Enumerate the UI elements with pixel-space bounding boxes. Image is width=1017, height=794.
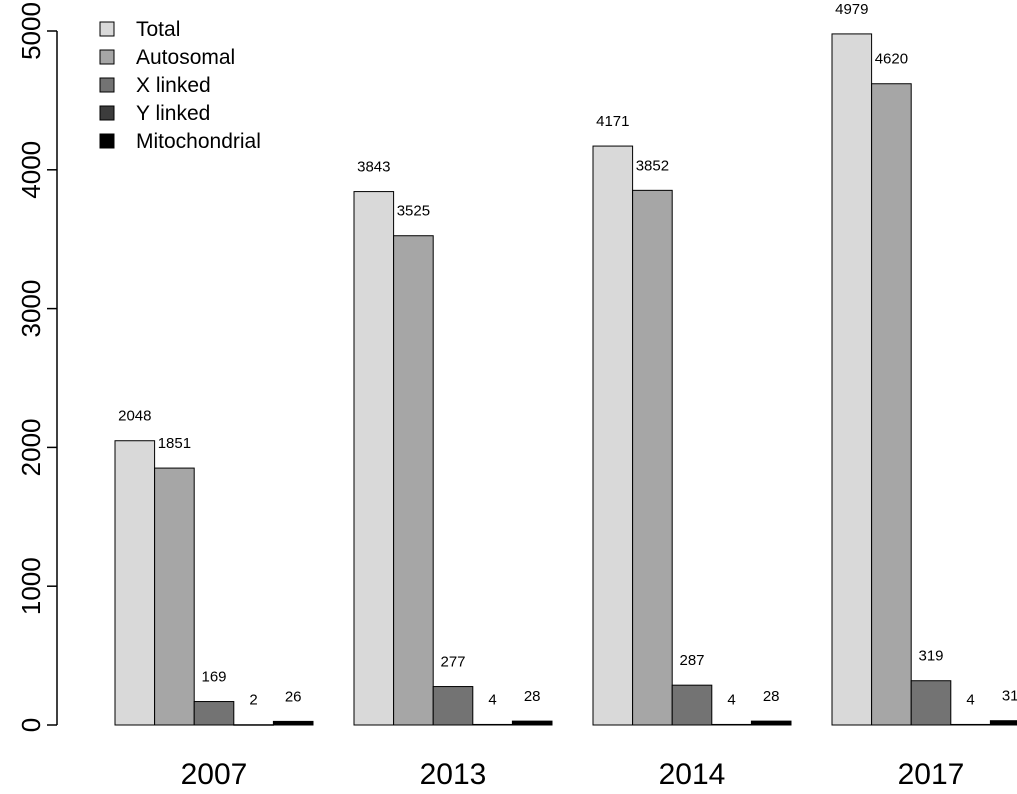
- bar-x-linked-2007: [193, 701, 235, 726]
- bar-total-2017: [831, 33, 873, 726]
- y-tick-label: 5000: [16, 2, 46, 60]
- bar-autosomal-2014: [632, 189, 673, 726]
- bar-total-2013: [353, 191, 395, 726]
- legend-swatch: [99, 77, 115, 93]
- x-axis-labels: 2007 2013 2014 2017: [181, 758, 965, 791]
- data-label: 169: [201, 669, 226, 686]
- data-label: 2048: [118, 408, 151, 425]
- data-label: 2: [249, 692, 257, 709]
- data-label: 26: [285, 688, 302, 705]
- legend-swatch: [99, 21, 115, 37]
- data-label: 28: [763, 688, 780, 705]
- data-label: 4: [966, 691, 974, 708]
- data-label: 1851: [158, 435, 191, 452]
- data-label: 3525: [397, 203, 430, 220]
- data-label: 4: [488, 691, 496, 708]
- y-tick-label: 2000: [16, 418, 46, 476]
- legend-label: Mitochondrial: [136, 130, 261, 153]
- data-label: 3843: [357, 159, 390, 176]
- data-label: 31: [1002, 688, 1017, 705]
- bar-mitochondrial-2017: [989, 720, 1017, 726]
- bar-x-linked-2017: [910, 680, 952, 726]
- bar-group-2017: 4979 4620 319 4 31: [831, 1, 1017, 726]
- data-label: 319: [918, 648, 943, 665]
- x-tick-label: 2013: [420, 758, 487, 791]
- legend-swatch: [99, 105, 115, 121]
- bar-autosomal-2013: [393, 235, 434, 726]
- data-label: 4171: [596, 113, 629, 130]
- legend: Total Autosomal X linked Y linked Mitochondr…: [99, 18, 261, 153]
- data-label: 277: [440, 654, 465, 671]
- bar-mitochondrial-2013: [511, 720, 553, 726]
- legend-item-mitochondrial: Mitochondrial: [99, 130, 261, 153]
- bar-y-linked-2014: [711, 723, 752, 726]
- bar-y-linked-2017: [950, 723, 991, 726]
- legend-label: Total: [136, 18, 180, 41]
- data-label: 28: [524, 688, 541, 705]
- bar-mitochondrial-2007: [272, 720, 314, 726]
- bar-y-linked-2013: [472, 723, 513, 726]
- legend-item-y-linked: Y linked: [99, 102, 210, 125]
- y-tick-label: 0: [16, 718, 46, 732]
- legend-label: X linked: [136, 74, 211, 97]
- y-axis: 0 1000 2000 3000 4000 5000: [16, 2, 58, 732]
- legend-item-total: Total: [99, 18, 180, 41]
- bar-autosomal-2017: [871, 83, 912, 726]
- y-tick-label: 3000: [16, 280, 46, 338]
- bar-autosomal-2007: [154, 467, 195, 726]
- x-tick-label: 2007: [181, 758, 248, 791]
- bar-mitochondrial-2014: [750, 720, 792, 726]
- legend-swatch: [99, 49, 115, 65]
- legend-label: Y linked: [136, 102, 210, 125]
- data-label: 4979: [835, 1, 868, 18]
- x-tick-label: 2017: [898, 758, 965, 791]
- data-label: 3852: [636, 157, 669, 174]
- legend-label: Autosomal: [136, 46, 235, 69]
- data-label: 4: [727, 691, 735, 708]
- bar-total-2007: [114, 440, 156, 726]
- bar-group-2007: 2048 1851 169 2 26: [114, 408, 314, 726]
- data-label: 287: [679, 652, 704, 669]
- bar-x-linked-2014: [671, 684, 713, 726]
- bar-total-2014: [592, 145, 634, 726]
- bar-y-linked-2007: [233, 724, 274, 726]
- bar-x-linked-2013: [432, 686, 474, 726]
- legend-item-x-linked: X linked: [99, 74, 211, 97]
- x-tick-label: 2014: [659, 758, 726, 791]
- y-tick-label: 1000: [16, 557, 46, 615]
- y-tick-label: 4000: [16, 141, 46, 199]
- data-label: 4620: [875, 51, 908, 68]
- legend-swatch: [99, 133, 115, 149]
- bar-group-2013: 3843 3525 277 4 28: [353, 159, 553, 726]
- legend-item-autosomal: Autosomal: [99, 46, 235, 69]
- bar-group-2014: 4171 3852 287 4 28: [592, 113, 792, 726]
